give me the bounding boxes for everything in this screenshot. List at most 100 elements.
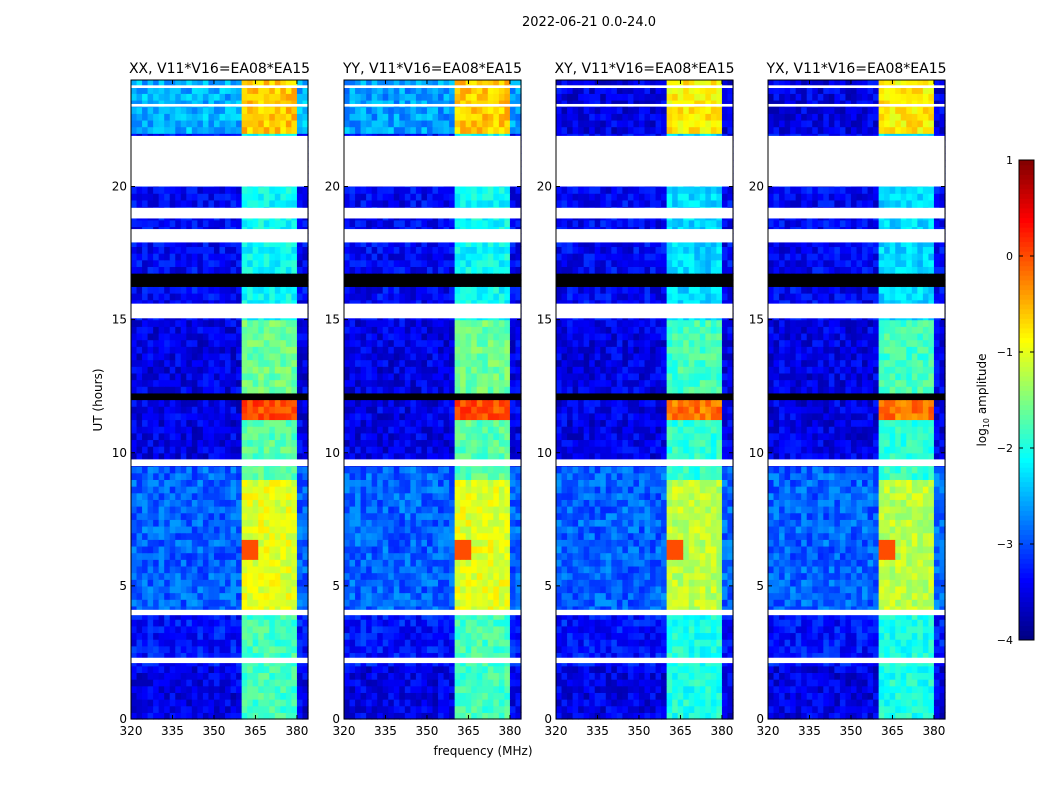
- heatmap-cell: [191, 625, 198, 634]
- heatmap-cell: [169, 286, 176, 294]
- heatmap-cell: [213, 645, 221, 654]
- heatmap-cell: [219, 359, 226, 367]
- heatmap-cell: [247, 592, 254, 600]
- heatmap-cell: [158, 679, 165, 687]
- heatmap-cell: [247, 519, 254, 527]
- heatmap-cell: [274, 392, 281, 401]
- heatmap-cell: [454, 339, 461, 347]
- heatmap-cell: [180, 672, 187, 680]
- heatmap-cell: [509, 346, 517, 354]
- heatmap-cell: [285, 652, 293, 660]
- heatmap-cell: [349, 592, 356, 600]
- heatmap-cell: [388, 426, 395, 434]
- heatmap-cell: [230, 665, 237, 674]
- heatmap-cell: [421, 632, 428, 640]
- heatmap-cell: [393, 339, 400, 347]
- heatmap-cell: [415, 672, 423, 680]
- heatmap-cell: [285, 106, 293, 114]
- heatmap-cell: [360, 379, 367, 387]
- heatmap-cell: [465, 699, 472, 707]
- heatmap-cell: [169, 439, 176, 447]
- heatmap-cell: [291, 412, 298, 421]
- heatmap-cell: [191, 86, 198, 94]
- heatmap-cell: [388, 506, 395, 514]
- heatmap-cell: [360, 705, 367, 713]
- heatmap-cell: [476, 399, 483, 407]
- heatmap-cell: [202, 705, 210, 713]
- heatmap-cell: [443, 572, 450, 580]
- heatmap-cell: [404, 406, 411, 414]
- heatmap-cell: [169, 605, 176, 614]
- heatmap-cell: [454, 632, 461, 640]
- heatmap-cell: [258, 639, 265, 647]
- heatmap-cell: [487, 466, 494, 474]
- heatmap-cell: [186, 239, 193, 248]
- heatmap-cell: [504, 552, 511, 560]
- heatmap-cell: [438, 532, 445, 540]
- heatmap-cell: [236, 193, 243, 201]
- heatmap-cell: [252, 599, 259, 607]
- heatmap-cell: [296, 113, 304, 121]
- heatmap-cell: [349, 639, 356, 647]
- heatmap-cell: [291, 359, 298, 367]
- heatmap-cell: [487, 486, 494, 494]
- heatmap-cell: [131, 372, 138, 381]
- heatmap-cell: [291, 592, 298, 600]
- heatmap-cell: [136, 685, 143, 693]
- heatmap-cell: [410, 699, 417, 707]
- heatmap-cell: [296, 479, 304, 487]
- heatmap-cell: [476, 685, 483, 693]
- heatmap-cell: [399, 545, 406, 554]
- heatmap-cell: [349, 532, 356, 540]
- heatmap-cell: [142, 106, 149, 114]
- heatmap-cell: [197, 599, 204, 607]
- heatmap-cell: [421, 712, 428, 720]
- heatmap-cell: [136, 439, 143, 447]
- heatmap-cell: [219, 259, 226, 267]
- heatmap-cell: [449, 339, 456, 347]
- heatmap-cell: [426, 525, 434, 534]
- heatmap-cell: [169, 532, 176, 540]
- heatmap-cell: [404, 552, 411, 560]
- heatmap-cell: [158, 326, 165, 334]
- heatmap-cell: [225, 712, 232, 720]
- heatmap-cell: [169, 266, 176, 274]
- heatmap-cell: [476, 332, 483, 341]
- heatmap-cell: [274, 632, 281, 640]
- heatmap-cell: [280, 266, 287, 274]
- heatmap-cell: [371, 532, 378, 540]
- heatmap-cell: [191, 672, 198, 680]
- heatmap-cell: [285, 599, 293, 607]
- heatmap-cell: [302, 619, 309, 627]
- heatmap-cell: [471, 426, 478, 434]
- heatmap-cell: [241, 545, 248, 554]
- heatmap-cell: [460, 399, 467, 407]
- heatmap-cell: [465, 426, 472, 434]
- heatmap-cell: [158, 525, 165, 534]
- heatmap-cell: [191, 246, 198, 254]
- heatmap-cell: [225, 545, 232, 554]
- heatmap-cell: [230, 519, 237, 527]
- heatmap-cell: [236, 705, 243, 713]
- axes-frame: [130, 79, 309, 720]
- heatmap-cell: [404, 692, 411, 700]
- heatmap-cell: [213, 466, 221, 474]
- heatmap-cell: [269, 545, 276, 554]
- heatmap-cell: [186, 359, 193, 367]
- heatmap-cell: [247, 106, 254, 114]
- heatmap-cell: [291, 279, 298, 287]
- heatmap-cell: [504, 412, 511, 421]
- heatmap-cell: [476, 712, 483, 720]
- heatmap-cell: [164, 672, 171, 680]
- heatmap-cell: [410, 339, 417, 347]
- heatmap-cell: [296, 446, 304, 454]
- heatmap-cell: [225, 293, 232, 301]
- heatmap-cell: [263, 193, 270, 201]
- heatmap-cell: [175, 279, 182, 287]
- heatmap-cell: [219, 519, 226, 527]
- heatmap-cell: [186, 419, 193, 427]
- heatmap-cell: [487, 692, 494, 700]
- heatmap-cell: [158, 712, 165, 720]
- heatmap-cell: [432, 372, 439, 381]
- heatmap-cell: [471, 672, 478, 680]
